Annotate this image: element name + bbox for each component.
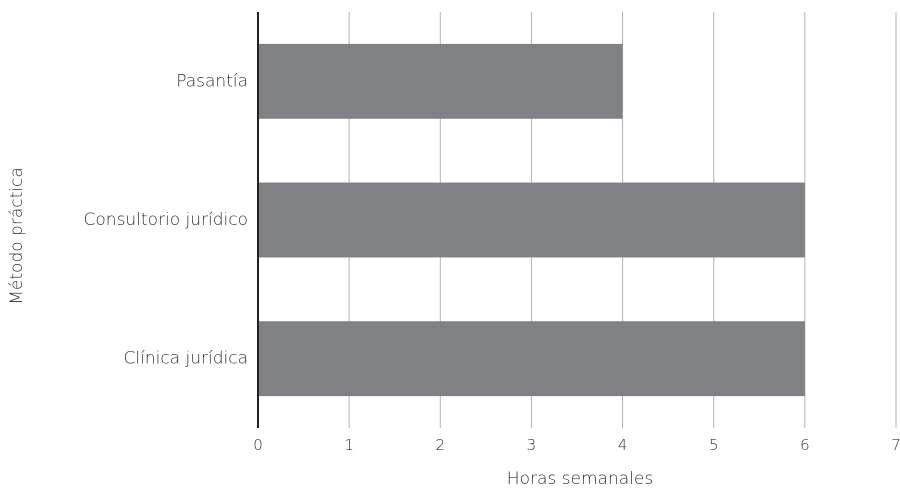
category-labels: Pasantía Consultorio jurídico Clínica jurí… (84, 71, 248, 368)
x-tick-label-3: 3 (527, 436, 537, 454)
x-tick-label-4: 4 (618, 436, 628, 454)
bar-consultorio-juridico (258, 182, 805, 258)
x-tick-label-6: 6 (800, 436, 810, 454)
x-tick-labels: 0 1 2 3 4 5 6 7 (253, 436, 900, 454)
x-tick-label-5: 5 (709, 436, 719, 454)
bars (258, 43, 805, 397)
x-axis-title: Horas semanales (507, 469, 653, 489)
x-tick-label-2: 2 (436, 436, 446, 454)
category-label-pasantia: Pasantía (176, 71, 248, 91)
bar-pasantia (258, 43, 623, 119)
category-label-clinica-juridica: Clínica jurídica (124, 349, 248, 369)
x-tick-label-0: 0 (253, 436, 263, 454)
bar-clinica-juridica (258, 321, 805, 397)
x-tick-label-1: 1 (344, 436, 354, 454)
x-tick-label-7: 7 (891, 436, 900, 454)
category-label-consultorio-juridico: Consultorio jurídico (84, 210, 248, 230)
y-axis-title: Método práctica (7, 167, 27, 305)
